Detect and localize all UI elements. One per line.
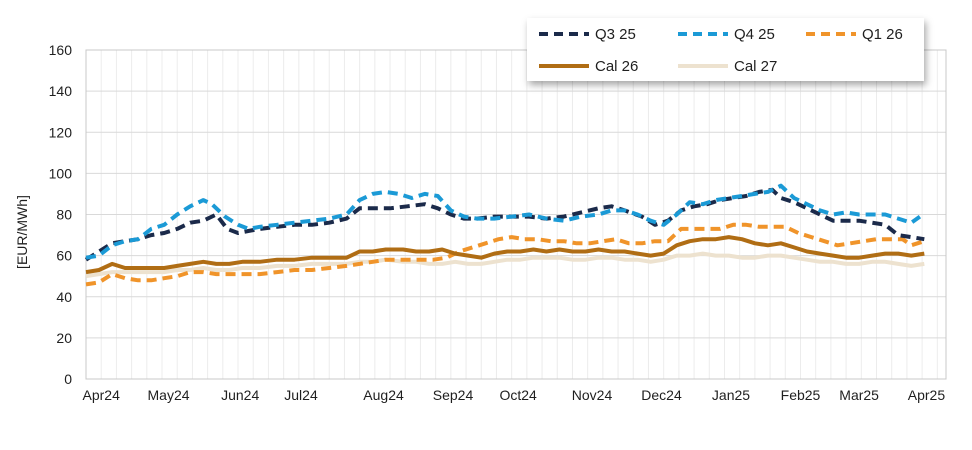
y-tick-label: 0 [64, 371, 72, 387]
y-axis-label: [EUR/MWh] [14, 195, 30, 269]
grid-lines [85, 49, 946, 380]
y-axis-ticks: 0 20 40 60 80 100 120 140 160 [49, 42, 73, 387]
legend-item-q3-25: Q3 25 [537, 24, 636, 44]
x-tick-label: Nov24 [572, 387, 613, 403]
legend-label-q1-26: Q1 26 [862, 25, 903, 43]
legend-label-cal-27: Cal 27 [734, 57, 778, 75]
series-line-cal-26 [85, 235, 925, 275]
x-tick-label: Feb25 [781, 387, 821, 403]
series-layer [84, 183, 925, 287]
x-tick-label: Mar25 [839, 387, 879, 403]
x-tick-label: Apr24 [83, 387, 121, 403]
x-tick-label: Jan25 [712, 387, 750, 403]
legend-item-cal-26: Cal 26 [537, 56, 638, 76]
y-tick-label: 140 [49, 83, 73, 99]
x-axis-ticks: Apr24 May24 Jun24 Jul24 Aug24 Sep24 Oct24 Nov24… [83, 387, 946, 403]
y-tick-label: 160 [49, 42, 73, 58]
y-tick-label: 80 [56, 207, 72, 223]
x-tick-label: Aug24 [363, 387, 404, 403]
x-tick-label: Jul24 [284, 387, 318, 403]
legend-swatch-cal-26 [539, 64, 589, 68]
legend-label-cal-26: Cal 26 [595, 57, 639, 75]
x-tick-label: Sep24 [433, 387, 474, 403]
x-tick-label: Apr25 [908, 387, 946, 403]
legend-swatch-q4-25 [678, 32, 728, 36]
series-line-cal-27 [85, 251, 925, 279]
legend-swatch-q3-25 [539, 32, 589, 36]
legend-swatch-cal-27 [678, 64, 728, 68]
x-tick-label: Oct24 [499, 387, 537, 403]
x-tick-label: Jun24 [221, 387, 259, 403]
legend-swatch-q1-26 [806, 32, 856, 36]
series-line-q4-25 [85, 183, 922, 260]
y-tick-label: 20 [56, 330, 72, 346]
y-tick-label: 100 [49, 165, 73, 181]
y-tick-label: 40 [56, 289, 72, 305]
legend-item-q1-26: Q1 26 [804, 24, 903, 44]
legend-label-q4-25: Q4 25 [734, 25, 775, 43]
chart-legend: Q3 25 Q4 25 Q1 26 Cal 26 Cal 27 [527, 18, 924, 81]
x-tick-label: May24 [148, 387, 190, 403]
legend-item-q4-25: Q4 25 [676, 24, 775, 44]
legend-label-q3-25: Q3 25 [595, 25, 636, 43]
x-tick-label: Dec24 [641, 387, 682, 403]
y-tick-label: 120 [49, 124, 73, 140]
y-tick-label: 60 [56, 248, 72, 264]
plot-frame [85, 49, 947, 380]
legend-item-cal-27: Cal 27 [676, 56, 777, 76]
series-line-q1-26 [85, 222, 925, 287]
plot-border [85, 49, 947, 380]
